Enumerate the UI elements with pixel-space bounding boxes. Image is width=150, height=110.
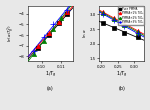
Point <box>60 17 62 19</box>
Legend: Pure PMMA, PMMA+1% TiO₂, PMMA+2% TiO₂, PMMA+3% TiO₂: Pure PMMA, PMMA+1% TiO₂, PMMA+2% TiO₂, P… <box>117 6 144 25</box>
Point <box>123 32 126 33</box>
Point <box>52 24 55 25</box>
Point <box>66 13 68 15</box>
Point <box>32 53 35 55</box>
Point <box>48 34 51 36</box>
Point <box>58 23 60 24</box>
Point <box>58 21 60 23</box>
Point <box>136 33 139 34</box>
Point <box>101 13 104 15</box>
Point <box>48 33 51 34</box>
Text: (b): (b) <box>118 86 125 91</box>
Point <box>101 11 104 13</box>
Point <box>113 19 116 21</box>
Point <box>123 25 126 27</box>
X-axis label: 1/$T_g$: 1/$T_g$ <box>45 70 56 80</box>
Y-axis label: ln($\alpha/T_g^2$): ln($\alpha/T_g^2$) <box>6 25 17 42</box>
Point <box>113 27 116 28</box>
Point <box>123 23 126 25</box>
Point <box>42 36 45 38</box>
Point <box>52 28 55 30</box>
Point <box>136 31 139 33</box>
Point <box>36 47 39 49</box>
Point <box>113 17 116 19</box>
Y-axis label: ln $\alpha$: ln $\alpha$ <box>81 29 88 38</box>
Point <box>66 9 68 11</box>
Point <box>136 36 139 38</box>
Point <box>36 45 39 46</box>
Point <box>42 40 45 42</box>
Point <box>66 12 68 13</box>
Point <box>136 30 139 32</box>
Point <box>32 50 35 52</box>
Point <box>101 12 104 14</box>
Point <box>123 24 126 26</box>
Text: (a): (a) <box>47 86 54 91</box>
X-axis label: 1/$T_g$: 1/$T_g$ <box>116 70 128 80</box>
Point <box>113 18 116 20</box>
Point <box>101 22 104 23</box>
